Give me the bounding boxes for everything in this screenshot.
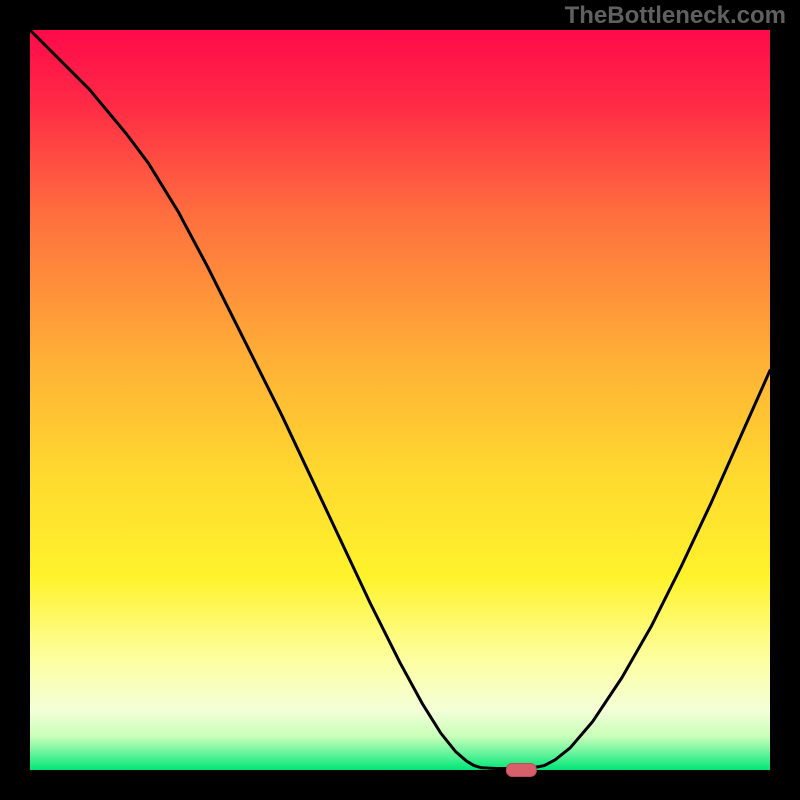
watermark-text: TheBottleneck.com: [565, 2, 786, 30]
optimal-marker: [506, 764, 536, 777]
gradient-background: [30, 30, 770, 770]
bottleneck-chart: [0, 0, 800, 800]
